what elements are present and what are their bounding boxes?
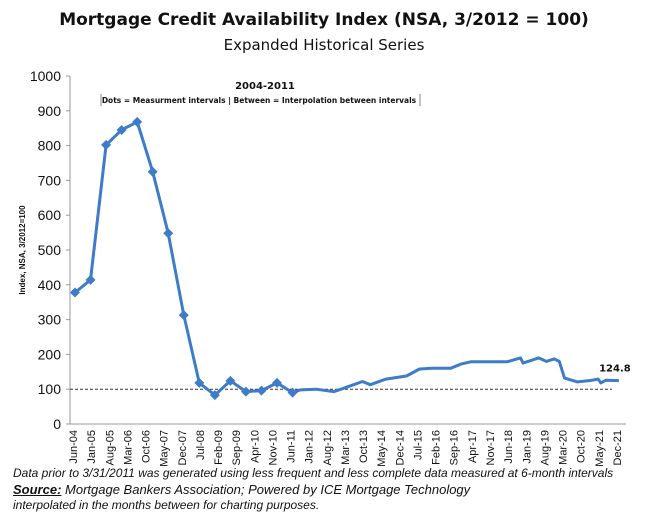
source-line: Source: Mortgage Bankers Association; Po… xyxy=(13,482,470,497)
x-tick-label: Sep-09 xyxy=(231,430,243,465)
data-point-marker xyxy=(101,139,112,150)
x-tick-label: Oct-20 xyxy=(576,430,588,463)
y-tick-label: 900 xyxy=(38,103,62,119)
y-tick-label: 700 xyxy=(38,172,62,188)
x-tick-label: May-14 xyxy=(376,430,388,467)
source-text: Mortgage Bankers Association; Powered by… xyxy=(61,482,471,497)
y-tick-label: 600 xyxy=(38,207,62,223)
chart-title: Mortgage Credit Availability Index (NSA,… xyxy=(59,10,589,30)
x-tick-label: May-21 xyxy=(594,430,606,467)
data-point-marker xyxy=(147,166,158,177)
series-line xyxy=(74,120,619,397)
x-tick-label: Nov-17 xyxy=(485,430,497,465)
data-point-marker xyxy=(163,228,174,239)
data-point-marker xyxy=(132,116,143,127)
y-tick-label: 500 xyxy=(38,242,62,258)
y-tick-label: 0 xyxy=(53,416,61,432)
y-tick-label: 300 xyxy=(38,312,62,328)
annotation-title: 2004-2011 xyxy=(235,81,295,92)
data-point-marker xyxy=(209,390,220,401)
x-tick-label: Jan-12 xyxy=(304,430,316,464)
x-tick-label: Aug-19 xyxy=(539,430,551,465)
x-tick-label: Nov-10 xyxy=(267,430,279,465)
y-tick-label: 800 xyxy=(38,138,62,154)
x-tick-label: Apr-10 xyxy=(249,430,261,463)
footnote: Data prior to 3/31/2011 was generated us… xyxy=(13,466,614,480)
x-tick-label: May-07 xyxy=(159,430,171,467)
data-point-marker xyxy=(272,377,283,388)
x-tick-label: Dec-21 xyxy=(612,430,624,465)
y-tick-label: 200 xyxy=(38,346,62,362)
x-tick-label: Oct-06 xyxy=(141,430,153,463)
x-tick-label: Oct-13 xyxy=(358,430,370,463)
source-label: Source: xyxy=(13,482,62,497)
data-point-marker xyxy=(116,124,127,135)
x-tick-label: Jun-04 xyxy=(68,430,80,464)
x-tick-label: Mar-20 xyxy=(558,430,570,465)
data-point-marker xyxy=(70,287,80,298)
x-tick-label: Jul-15 xyxy=(412,430,424,460)
x-tick-label: Dec-07 xyxy=(177,430,189,465)
data-point-marker xyxy=(194,377,205,388)
chart-subtitle: Expanded Historical Series xyxy=(223,36,425,54)
data-point-marker xyxy=(178,310,189,321)
data-point-marker xyxy=(287,387,298,398)
footnote-2: interpolated in the months between for c… xyxy=(13,498,320,512)
y-tick-label: 1000 xyxy=(30,68,61,84)
annotation-text: Dots = Measurment intervals | Between = … xyxy=(102,96,417,106)
end-value-label: 124.8 xyxy=(599,364,631,375)
y-axis-label: Index, NSA, 3/2012=100 xyxy=(18,205,27,295)
y-tick-label: 400 xyxy=(38,277,62,293)
data-point-marker xyxy=(240,386,251,397)
x-tick-label: Jan-19 xyxy=(521,430,533,464)
data-point-marker xyxy=(256,385,267,396)
x-tick-label: Aug-05 xyxy=(104,430,116,465)
data-point-marker xyxy=(225,375,236,386)
x-tick-label: Jun-11 xyxy=(286,430,298,463)
x-tick-label: Feb-09 xyxy=(213,430,225,465)
x-tick-label: Dec-14 xyxy=(394,430,406,465)
x-tick-label: Jun-18 xyxy=(503,430,515,464)
data-point-marker xyxy=(85,274,96,285)
x-tick-label: Apr-17 xyxy=(467,430,479,463)
x-tick-label: Sep-16 xyxy=(449,430,461,465)
x-tick-label: Mar-13 xyxy=(340,430,352,465)
y-tick-label: 100 xyxy=(38,381,62,397)
x-tick-label: Jul-08 xyxy=(195,430,207,460)
x-tick-label: Mar-06 xyxy=(122,430,134,465)
x-tick-label: Jan-05 xyxy=(86,430,98,464)
x-tick-label: Aug-12 xyxy=(322,430,334,465)
x-tick-label: Feb-16 xyxy=(431,430,443,465)
